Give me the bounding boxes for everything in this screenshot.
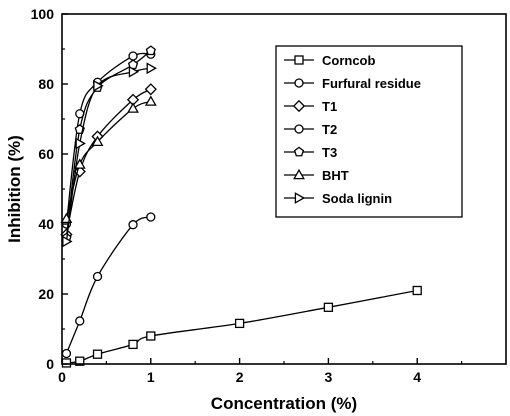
x-tick-label: 3 [325,369,333,385]
data-point [127,102,139,113]
data-point [234,318,245,329]
x-tick-label: 2 [236,369,244,385]
legend-item: T2 [284,122,337,137]
data-point [128,220,138,230]
data-point [75,137,86,150]
legend-item: Soda lignin [284,191,392,206]
data-point [412,285,422,296]
legend-item: Corncob [284,53,376,68]
legend-label: Corncob [322,53,376,68]
data-point [91,135,104,147]
legend-frame [275,45,463,218]
y-tick-label: 80 [38,76,54,92]
series-1 [61,212,156,359]
series-layer [60,45,422,368]
data-point [146,331,156,341]
data-point [146,212,156,222]
legend-item: Furfural residue [284,76,421,91]
data-point [146,62,157,75]
legend-item: T3 [284,145,337,160]
series-6 [62,62,157,248]
legend-marker [294,192,306,204]
data-point [75,356,85,366]
legend-marker [293,168,305,180]
legend-label: Furfural residue [322,76,421,91]
y-tick-label: 0 [46,356,54,372]
legend-item: T1 [284,99,337,114]
x-axis-title: Concentration (%) [211,394,357,413]
legend-marker [294,78,304,88]
data-point [61,358,72,368]
legend-label: Soda lignin [322,191,392,206]
data-point [128,339,138,350]
y-axis-title: Inhibition (%) [5,135,24,243]
data-point [75,316,85,326]
legend-label: T2 [322,122,337,137]
data-point [62,235,73,248]
data-point [128,65,140,78]
series-0 [61,285,422,368]
legend-marker [294,124,304,134]
data-point [128,51,138,61]
data-point [73,165,86,178]
data-point [144,95,157,106]
y-tick-label: 20 [38,286,54,302]
data-point [323,302,334,312]
x-tick-label: 1 [147,369,155,385]
series-5 [60,95,157,224]
legend-label: T1 [322,99,337,114]
legend-marker [294,55,304,65]
y-tick-label: 100 [31,6,55,22]
series-line [65,67,151,242]
data-point [145,45,156,56]
legend-label: T3 [322,145,337,160]
x-tick-label: 0 [58,369,66,385]
y-tick-label: 40 [38,216,54,232]
legend: Corncob Furfural residue T1 T2 T3 BHT Soda lig… [275,45,463,218]
y-tick-label: 60 [38,146,54,162]
legend-item: BHT [284,168,349,183]
legend-label: BHT [322,168,349,183]
x-tick-label: 4 [413,369,421,385]
data-point [92,349,103,359]
data-point [61,348,72,359]
data-point [93,79,104,92]
legend-marker [292,99,306,113]
data-point [73,158,86,169]
data-point [92,271,103,282]
series-line [65,216,152,354]
legend-marker [293,146,305,157]
data-point [144,83,157,96]
